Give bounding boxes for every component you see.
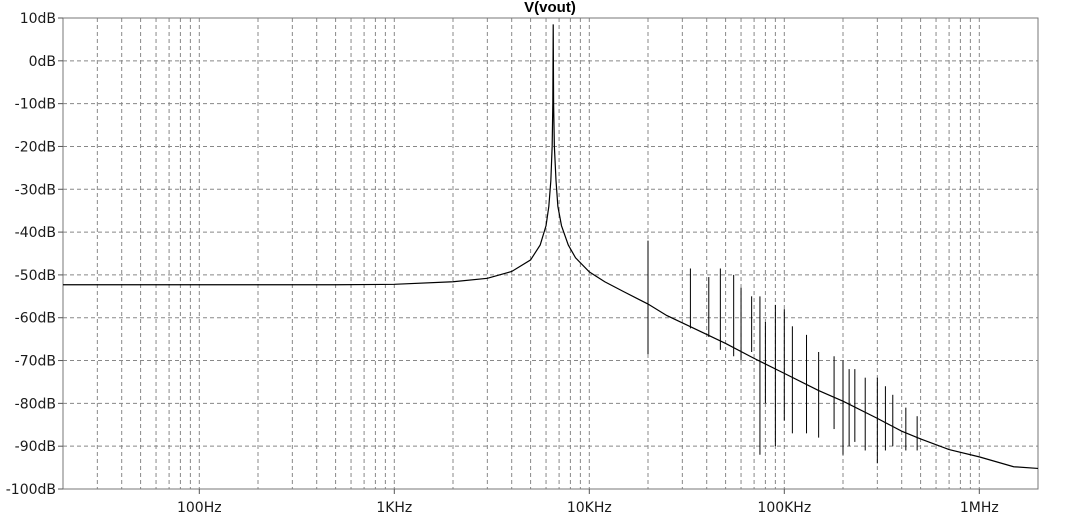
y-tick-label: -60dB (15, 311, 56, 327)
y-tick-label: -30dB (15, 182, 56, 198)
y-tick-label: -100dB (6, 482, 56, 498)
y-tick-label: -70dB (15, 354, 56, 370)
series-line-0 (63, 24, 1039, 470)
x-tick-label: 1MHz (960, 500, 999, 516)
series-group (63, 24, 1039, 470)
y-tick-label: -40dB (15, 225, 56, 241)
x-tick-label: 100Hz (177, 500, 222, 516)
y-tick-label: -80dB (15, 396, 56, 412)
chart-title: V(vout) (524, 0, 576, 16)
y-tick-label: -90dB (15, 439, 56, 455)
plot-frame (62, 17, 1039, 490)
y-tick-label: 0dB (29, 54, 56, 70)
x-tick-label: 1KHz (376, 500, 412, 516)
y-tick-label: -10dB (15, 97, 56, 113)
x-axis: 100Hz 1KHz 10KHz 100KHz 1MHz (177, 489, 999, 516)
y-tick-label: -50dB (15, 268, 56, 284)
grid-lines (63, 18, 1038, 489)
x-tick-label: 10KHz (567, 500, 612, 516)
y-tick-label: -20dB (15, 139, 56, 155)
y-axis: 10dB 0dB -10dB -20dB -30dB -40dB -50dB -60dB -70… (6, 11, 63, 498)
y-tick-label: 10dB (20, 11, 56, 27)
x-tick-label: 100KHz (757, 500, 811, 516)
